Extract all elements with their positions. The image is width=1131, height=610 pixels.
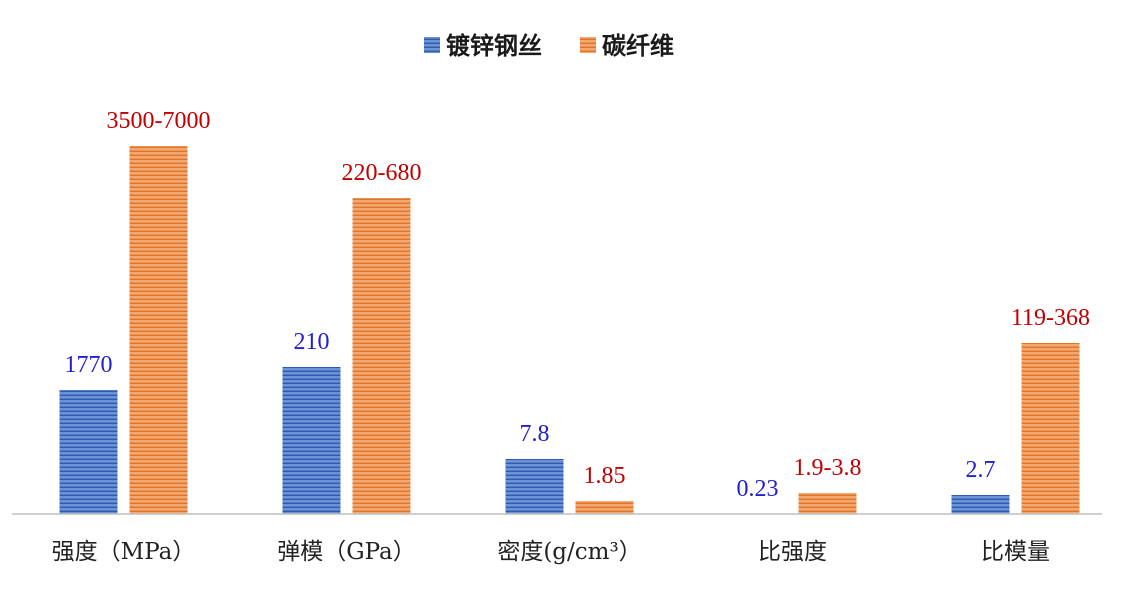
bar-series-2-cat-3 xyxy=(575,501,634,514)
legend-swatch-series-1 xyxy=(424,37,440,53)
value-labels-group: 1770 3500-7000 210 220-680 7.8 1.85 0.23 1.9-3.… xyxy=(65,108,1091,502)
bars-group xyxy=(59,146,1080,514)
bar-series-2-cat-4 xyxy=(798,493,857,514)
value-label-series-2-cat-3: 1.85 xyxy=(584,463,626,489)
category-label-2: 弹模（GPa） xyxy=(277,539,416,565)
value-label-series-2-cat-2: 220-680 xyxy=(342,160,422,186)
category-label-5: 比模量 xyxy=(981,539,1050,565)
value-label-series-1-cat-4: 0.23 xyxy=(737,476,779,502)
bar-series-1-cat-2 xyxy=(282,367,341,514)
category-label-4: 比强度 xyxy=(758,539,827,565)
value-label-series-2-cat-1: 3500-7000 xyxy=(107,108,211,134)
bar-series-2-cat-1 xyxy=(129,146,188,514)
value-label-series-1-cat-1: 1770 xyxy=(65,352,113,378)
value-label-series-1-cat-2: 210 xyxy=(294,329,330,355)
legend-label-series-1: 镀锌钢丝 xyxy=(446,32,542,60)
bar-series-1-cat-3 xyxy=(505,459,564,514)
bar-series-1-cat-1 xyxy=(59,390,118,514)
legend-label-series-2: 碳纤维 xyxy=(602,32,674,60)
category-labels-group: 强度（MPa） 弹模（GPa） 密度(g/cm³） 比强度 比模量 xyxy=(52,539,1050,565)
bar-series-2-cat-2 xyxy=(352,198,411,514)
category-label-1: 强度（MPa） xyxy=(52,539,196,565)
bar-series-2-cat-5 xyxy=(1021,343,1080,514)
bar-series-1-cat-5 xyxy=(951,495,1010,514)
category-label-3: 密度(g/cm³） xyxy=(497,539,641,565)
legend-swatch-series-2 xyxy=(580,37,596,53)
value-label-series-1-cat-3: 7.8 xyxy=(520,421,550,447)
legend: 镀锌钢丝 碳纤维 xyxy=(424,32,674,60)
value-label-series-1-cat-5: 2.7 xyxy=(966,457,996,483)
value-label-series-2-cat-4: 1.9-3.8 xyxy=(794,455,862,481)
value-label-series-2-cat-5: 119-368 xyxy=(1011,305,1090,331)
